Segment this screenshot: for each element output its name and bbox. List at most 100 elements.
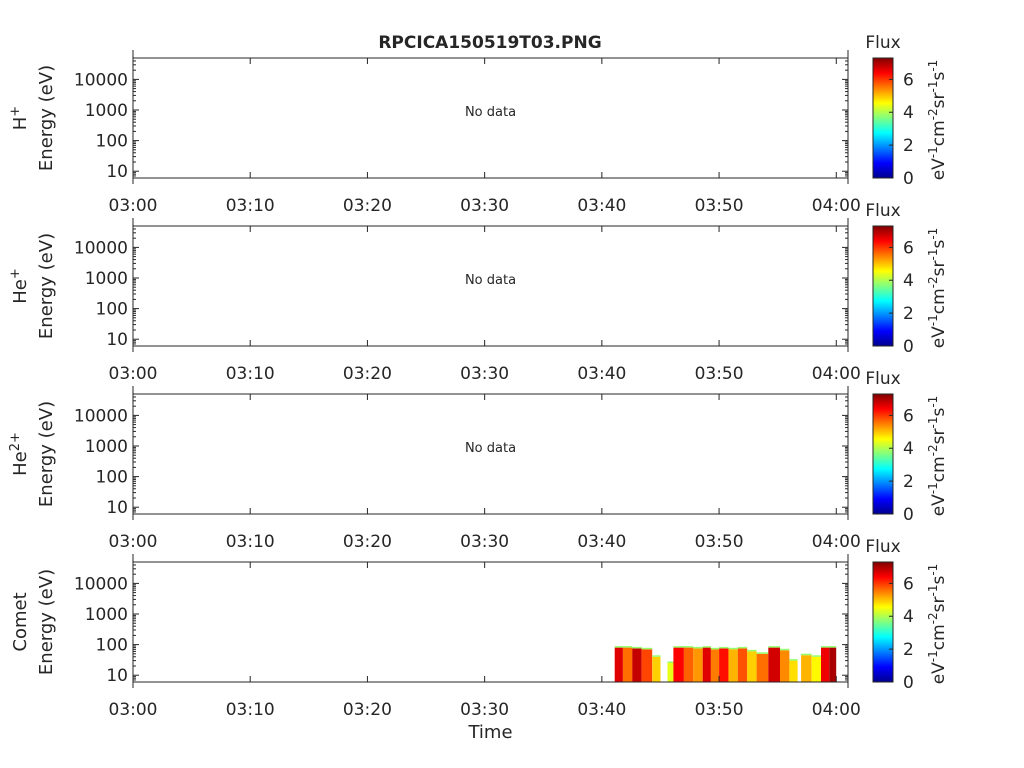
flux-cell-low	[702, 646, 711, 648]
panel-4: 10 100 1000 10000 03:00 03:10 03:20 03:30 03:40 0…	[10, 537, 949, 743]
flux-cell-low	[821, 646, 830, 648]
colorbar-tick-label: 2	[903, 640, 914, 660]
flux-cell-low	[768, 646, 780, 648]
no-data-annotation: No data	[465, 441, 516, 456]
colorbar-tick-label: 0	[903, 673, 914, 693]
colorbar-gradient	[872, 561, 894, 683]
x-tick-label: 03:30	[460, 364, 509, 384]
y-tick-label: 10	[106, 498, 128, 518]
flux-cell	[623, 647, 633, 682]
colorbar-unit: eV-1cm-2sr-1s-1	[926, 228, 949, 349]
x-tick-label: 03:50	[695, 364, 744, 384]
x-tick-label: 03:10	[226, 364, 275, 384]
species-label: He+	[8, 268, 31, 304]
colorbar-label: Flux	[865, 537, 900, 557]
flux-cell	[829, 647, 837, 682]
panel-3: 10 100 1000 10000 03:00 03:10 03:20 03:30 03:40 0…	[8, 369, 949, 552]
chart-title: RPCICA150519T03.PNG	[378, 33, 601, 53]
colorbar-tick-label: 0	[903, 337, 914, 357]
y-tick-label: 100	[96, 132, 128, 152]
flux-cell	[719, 648, 729, 682]
x-tick-label: 03:30	[460, 196, 509, 216]
flux-cell	[780, 650, 790, 682]
x-tick-label: 03:30	[460, 700, 509, 720]
x-tick-label: 03:10	[226, 700, 275, 720]
flux-cell	[693, 648, 703, 682]
flux-cell	[756, 653, 769, 682]
x-tick-label: 03:20	[343, 364, 392, 384]
x-tick-label: 03:10	[226, 196, 275, 216]
flux-cell-low	[710, 647, 720, 650]
flux-cell-low	[737, 646, 748, 649]
panel-1: 10 100 1000 10000 03:00 03:10 03:20 03:30 03:40 0…	[8, 33, 949, 216]
colorbar-tick-label: 0	[903, 169, 914, 189]
flux-cell	[702, 647, 711, 682]
flux-cell-low	[652, 655, 661, 657]
x-tick-label: 03:20	[343, 196, 392, 216]
flux-cell-low	[673, 646, 684, 648]
y-tick-label: 10	[106, 330, 128, 350]
flux-cell	[801, 655, 812, 682]
x-tick-label: 03:10	[226, 532, 275, 552]
flux-cell	[652, 656, 661, 682]
colorbar-tick-label: 4	[903, 439, 914, 459]
x-tick-label: 03:40	[577, 196, 626, 216]
colorbar-tick-label: 4	[903, 271, 914, 291]
colorbar-tick-label: 6	[903, 406, 914, 426]
y-tick-label: 1000	[85, 101, 128, 121]
x-tick-label: 04:00	[812, 196, 861, 216]
x-tick-label: 03:40	[577, 700, 626, 720]
x-tick-label: 03:50	[695, 196, 744, 216]
y-tick-label: 100	[96, 636, 128, 656]
flux-cell-low	[728, 647, 738, 650]
colorbar-tick-label: 6	[903, 70, 914, 90]
x-tick-label: 03:00	[109, 196, 158, 216]
flux-cell	[683, 647, 694, 682]
colorbar-tick-label: 0	[903, 505, 914, 525]
species-label: Comet	[10, 592, 31, 651]
colorbar-tick-label: 2	[903, 136, 914, 156]
colorbar-tick-label: 4	[903, 103, 914, 123]
colorbar-tick-label: 6	[903, 238, 914, 258]
y-tick-label: 10000	[74, 238, 128, 258]
y-tick-label: 10	[106, 666, 128, 686]
flux-cell	[737, 648, 748, 682]
spectrogram-data	[614, 646, 837, 682]
y-axis-label: Energy (eV)	[36, 569, 57, 675]
flux-cell-low	[614, 646, 623, 648]
flux-cell	[728, 649, 738, 682]
flux-cell	[673, 647, 684, 682]
x-tick-label: 03:30	[460, 532, 509, 552]
colorbar-label: Flux	[865, 201, 900, 221]
colorbar-tick-label: 6	[903, 574, 914, 594]
colorbar-tick-label: 4	[903, 607, 914, 627]
flux-cell-low	[693, 646, 703, 649]
flux-cell-low	[811, 655, 822, 657]
x-tick-label: 03:50	[695, 532, 744, 552]
x-tick-label: 03:00	[109, 700, 158, 720]
colorbar-label: Flux	[865, 369, 900, 389]
flux-cell-low	[719, 646, 729, 649]
x-tick-label: 04:00	[812, 532, 861, 552]
flux-cell-low	[747, 649, 757, 652]
y-tick-label: 100	[96, 468, 128, 488]
colorbar-gradient	[872, 57, 894, 179]
y-tick-label: 10	[106, 162, 128, 182]
colorbar-tick-label: 2	[903, 472, 914, 492]
flux-cell-low	[683, 646, 694, 648]
y-tick-label: 100	[96, 300, 128, 320]
flux-cell	[632, 648, 642, 682]
colorbar-unit: eV-1cm-2sr-1s-1	[926, 60, 949, 181]
flux-cell-low	[667, 661, 674, 663]
flux-cell-low	[780, 648, 790, 651]
y-tick-label: 10000	[74, 70, 128, 90]
x-tick-label: 03:50	[695, 700, 744, 720]
y-axis-label: Energy (eV)	[36, 65, 57, 171]
flux-cell	[710, 649, 720, 682]
y-tick-label: 10000	[74, 574, 128, 594]
x-tick-label: 03:40	[577, 364, 626, 384]
